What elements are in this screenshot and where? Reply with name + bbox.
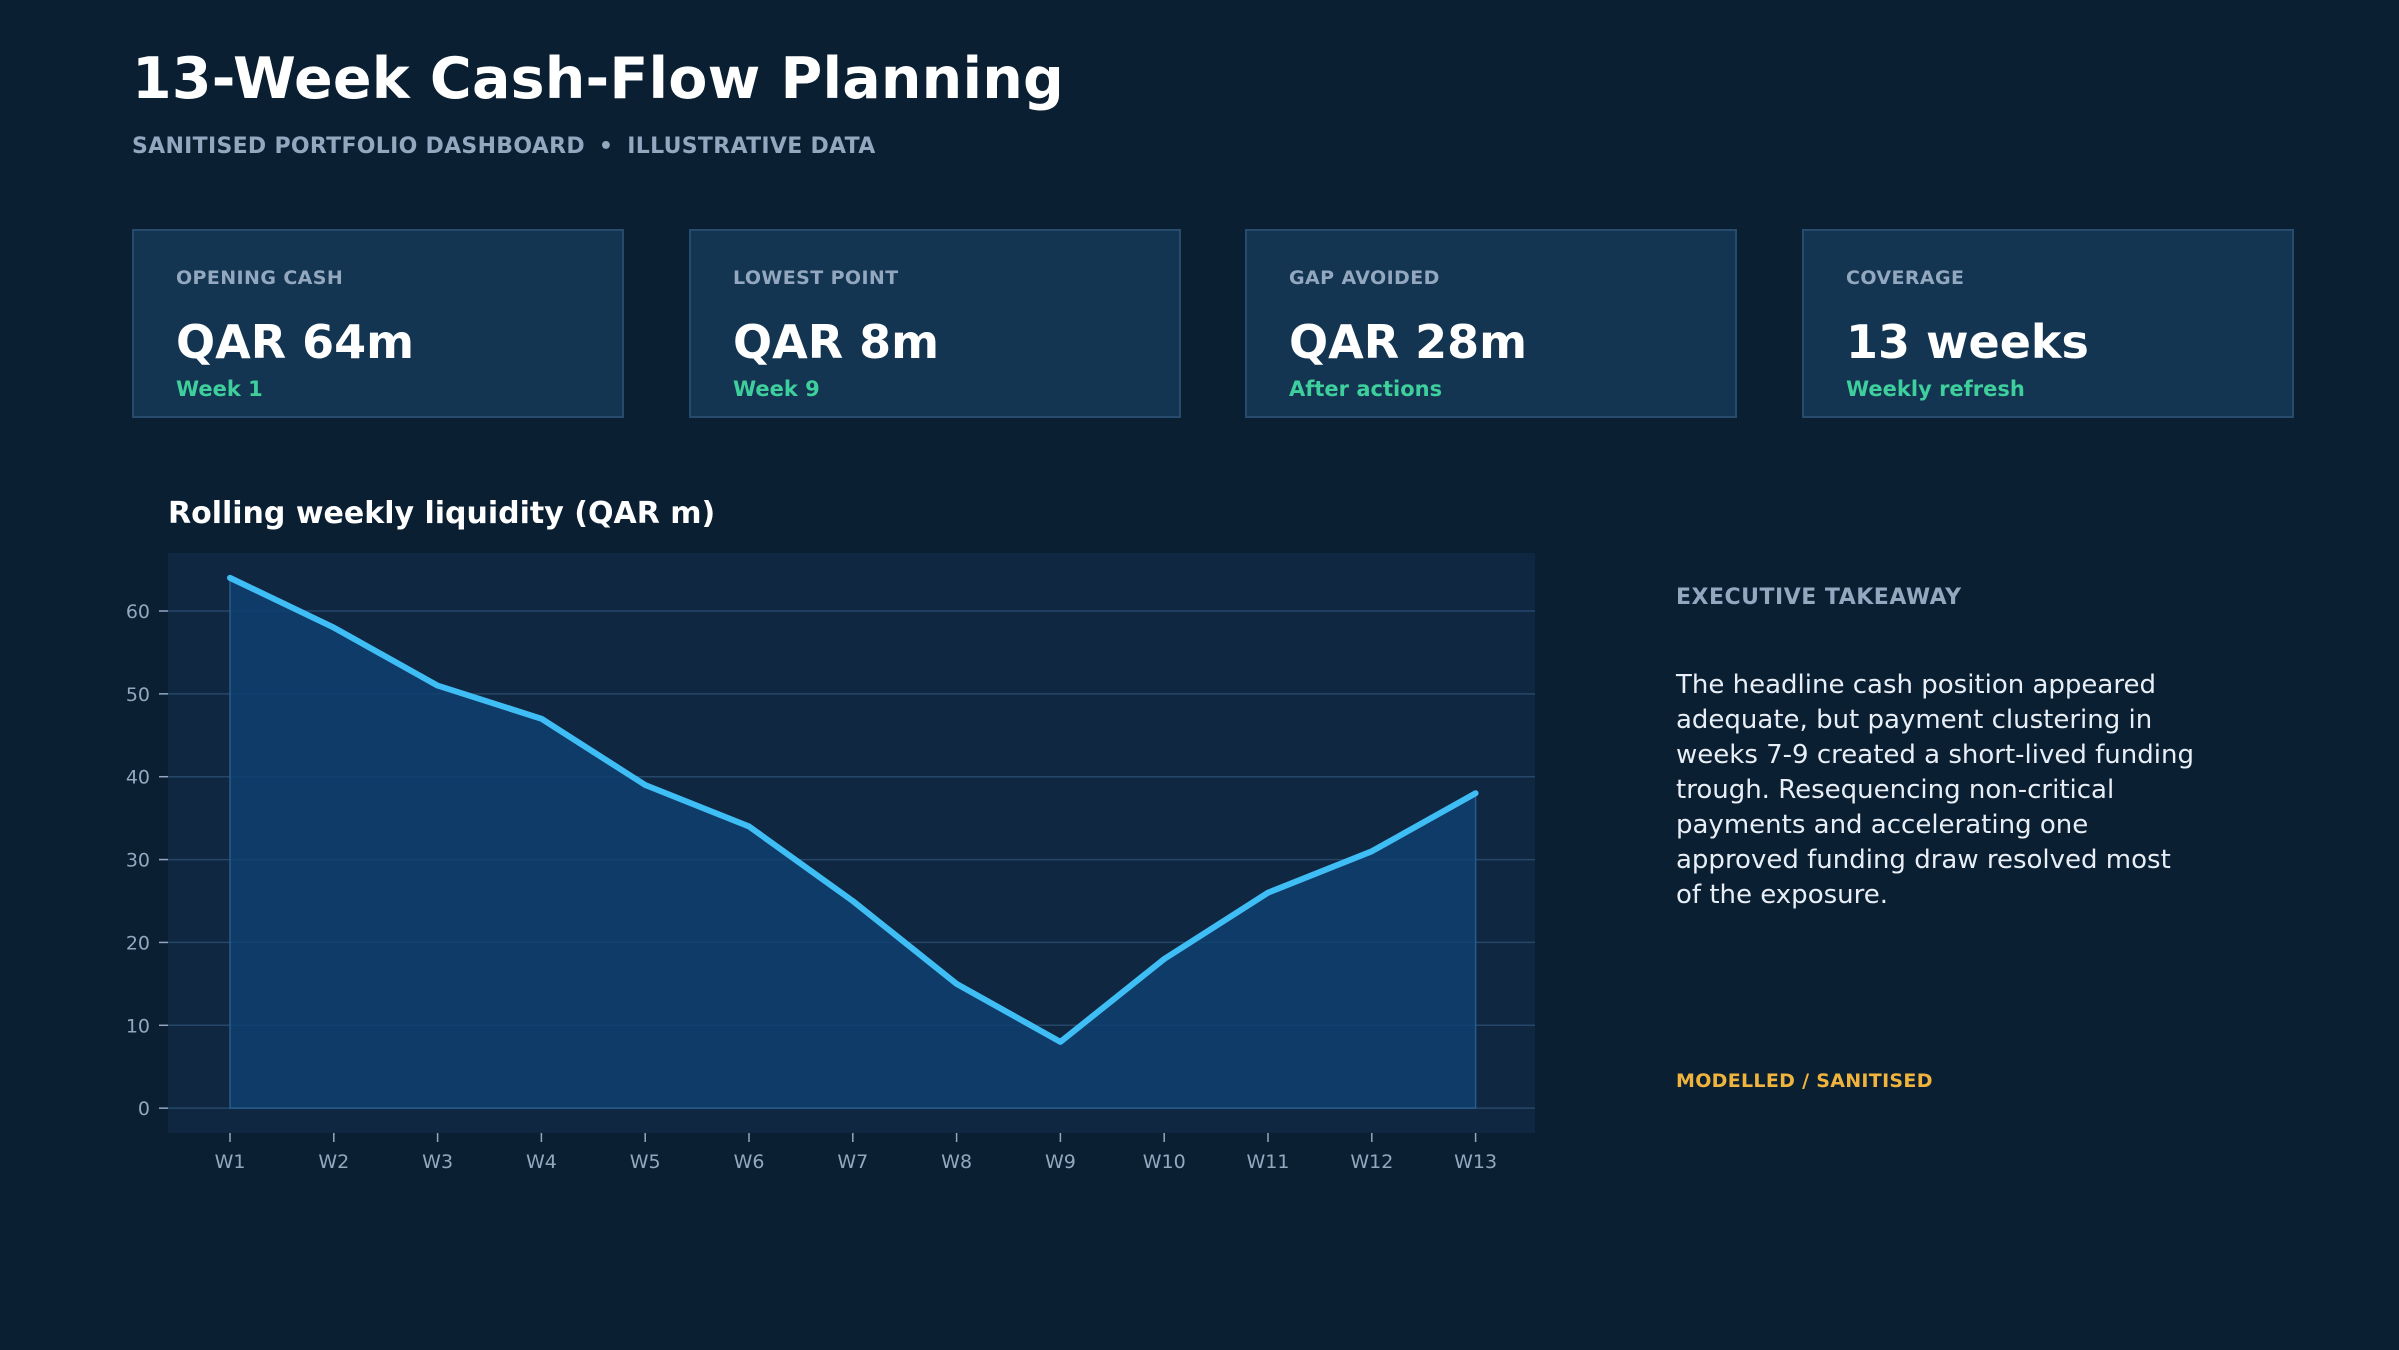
y-tick-label: 30: [126, 850, 150, 872]
data-point-W10: [1161, 956, 1167, 962]
kpi-note: After actions: [1289, 377, 1443, 401]
kpi-label: LOWEST POINT: [733, 267, 899, 289]
x-tick-label: W9: [1045, 1151, 1076, 1173]
kpi-card-gap-avoided: GAP AVOIDED QAR 28m After actions: [1245, 229, 1737, 418]
x-tick-label: W1: [215, 1151, 246, 1173]
disclaimer-badge: MODELLED / SANITISED: [1676, 1070, 1933, 1092]
data-point-W8: [954, 981, 960, 987]
kpi-label: GAP AVOIDED: [1289, 267, 1440, 289]
y-tick-label: 0: [138, 1098, 150, 1120]
kpi-value: QAR 64m: [176, 315, 415, 369]
data-point-W3: [435, 683, 441, 689]
data-point-W7: [850, 898, 856, 904]
x-tick-label: W8: [941, 1151, 972, 1173]
kpi-value: 13 weeks: [1846, 315, 2089, 369]
data-point-W2: [331, 625, 337, 631]
takeaway-heading: EXECUTIVE TAKEAWAY: [1676, 585, 1962, 610]
kpi-card-lowest-point: LOWEST POINT QAR 8m Week 9: [689, 229, 1181, 418]
data-point-W4: [538, 716, 544, 722]
kpi-note: Weekly refresh: [1846, 377, 2025, 401]
liquidity-line: [227, 574, 1479, 1045]
y-tick-label: 40: [126, 767, 150, 789]
subtitle-separator: •: [598, 134, 614, 159]
x-tick-label: W11: [1247, 1151, 1290, 1173]
kpi-value: QAR 8m: [733, 315, 940, 369]
x-tick-label: W12: [1350, 1151, 1393, 1173]
data-point-W5: [642, 782, 648, 788]
x-tick-label: W3: [422, 1151, 453, 1173]
x-tick-label: W7: [837, 1151, 868, 1173]
x-tick-label: W6: [734, 1151, 765, 1173]
x-tick-label: W5: [630, 1151, 661, 1173]
chart-title: Rolling weekly liquidity (QAR m): [168, 496, 716, 531]
x-tick-label: W4: [526, 1151, 557, 1173]
y-tick-label: 60: [126, 601, 150, 623]
subtitle-dashboard: SANITISED PORTFOLIO DASHBOARD: [132, 134, 585, 159]
page-subtitle: SANITISED PORTFOLIO DASHBOARD • ILLUSTRATI…: [132, 134, 876, 159]
data-point-W11: [1265, 890, 1271, 896]
y-tick-label: 20: [126, 932, 150, 954]
page-title: 13-Week Cash-Flow Planning: [132, 46, 1064, 112]
data-point-W6: [746, 823, 752, 829]
x-tick-label: W13: [1454, 1151, 1497, 1173]
kpi-value: QAR 28m: [1289, 315, 1528, 369]
kpi-label: OPENING CASH: [176, 267, 344, 289]
data-point-W12: [1369, 848, 1375, 854]
kpi-card-opening-cash: OPENING CASH QAR 64m Week 1: [132, 229, 624, 418]
y-tick-label: 10: [126, 1015, 150, 1037]
data-point-W1: [227, 575, 233, 581]
data-point-W9: [1057, 1039, 1063, 1045]
takeaway-text: The headline cash position appeared adeq…: [1676, 670, 2194, 910]
kpi-note: Week 1: [176, 377, 263, 401]
kpi-label: COVERAGE: [1846, 267, 1965, 289]
subtitle-data-note: ILLUSTRATIVE DATA: [627, 134, 876, 159]
data-point-W13: [1473, 790, 1479, 796]
x-tick-label: W10: [1143, 1151, 1186, 1173]
y-tick-label: 50: [126, 684, 150, 706]
x-tick-label: W2: [318, 1151, 349, 1173]
kpi-note: Week 9: [733, 377, 820, 401]
kpi-card-coverage: COVERAGE 13 weeks Weekly refresh: [1802, 229, 2294, 418]
